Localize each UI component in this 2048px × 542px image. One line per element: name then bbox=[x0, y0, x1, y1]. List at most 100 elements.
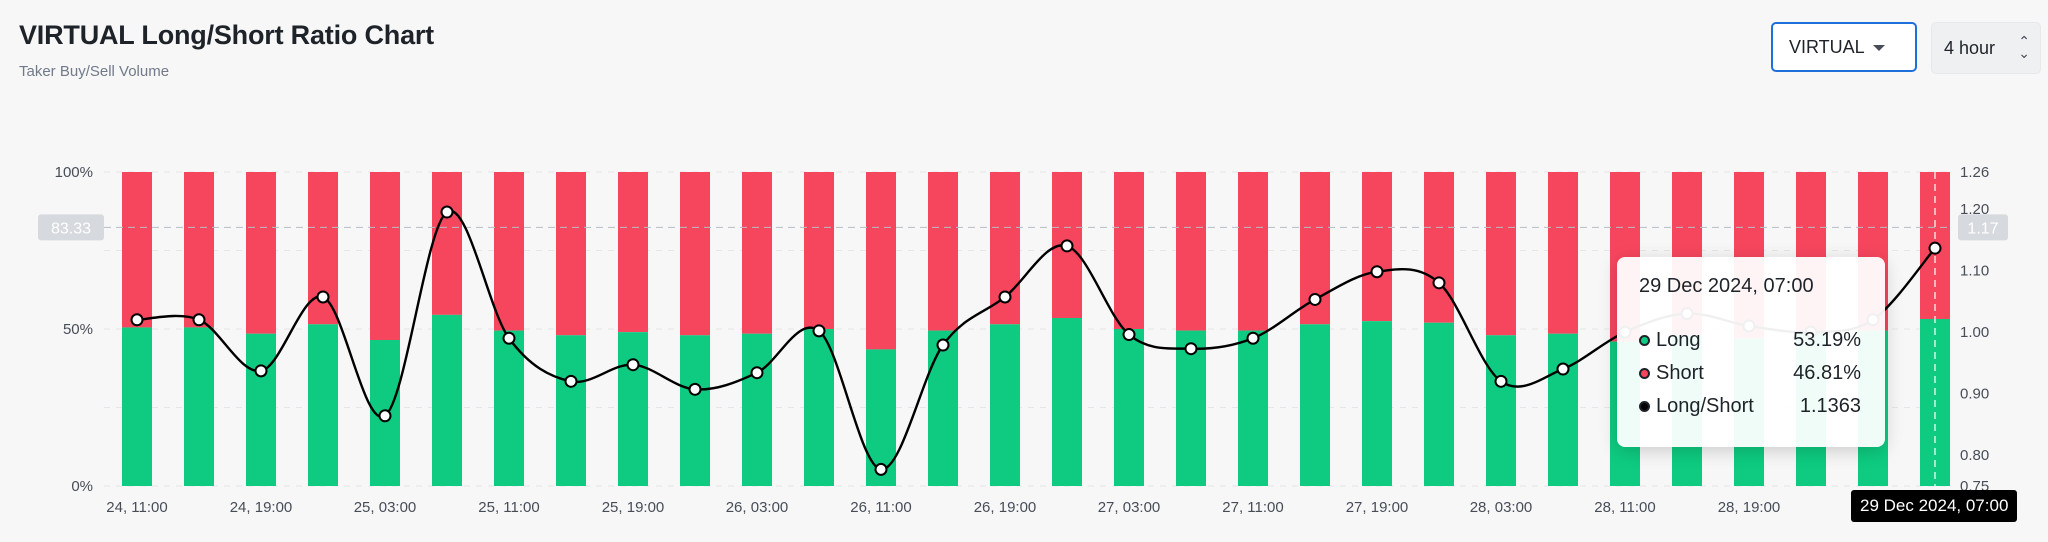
short-bar[interactable] bbox=[122, 172, 152, 328]
long-bar[interactable] bbox=[1300, 324, 1330, 486]
long-bar[interactable] bbox=[1238, 330, 1268, 486]
x-tick-label: 27, 11:00 bbox=[1222, 499, 1283, 516]
long-bar[interactable] bbox=[246, 333, 276, 486]
y-right-tick-label: 0.80 bbox=[1960, 447, 1989, 464]
ratio-point[interactable] bbox=[1494, 374, 1508, 388]
short-bar[interactable] bbox=[370, 172, 400, 340]
long-bar[interactable] bbox=[928, 330, 958, 486]
short-dot-icon bbox=[1639, 368, 1650, 379]
page-subtitle: Taker Buy/Sell Volume bbox=[19, 63, 170, 80]
crosshair-right-label-bg bbox=[1958, 214, 2008, 241]
long-bar[interactable] bbox=[804, 329, 834, 486]
short-bar[interactable] bbox=[618, 172, 648, 333]
long-bar[interactable] bbox=[1362, 321, 1392, 486]
short-bar[interactable] bbox=[1176, 172, 1206, 331]
crosshair-right-label: 1.17 bbox=[1967, 220, 1998, 237]
short-bar[interactable] bbox=[866, 172, 896, 350]
ratio-point[interactable] bbox=[440, 205, 454, 219]
y-right-tick-label: 1.26 bbox=[1960, 164, 1989, 181]
short-bar[interactable] bbox=[1548, 172, 1578, 334]
ratio-point[interactable] bbox=[688, 382, 702, 396]
ratio-point[interactable] bbox=[874, 462, 888, 476]
long-bar[interactable] bbox=[556, 335, 586, 486]
y-right-tick-label: 1.10 bbox=[1960, 263, 1989, 280]
interval-select[interactable]: 4 hour ⌃ ⌄ bbox=[1931, 22, 2041, 74]
ratio-point[interactable] bbox=[1246, 331, 1260, 345]
long-bar[interactable] bbox=[1114, 329, 1144, 486]
short-bar[interactable] bbox=[1114, 172, 1144, 329]
long-dot-icon bbox=[1639, 335, 1650, 346]
ratio-point[interactable] bbox=[812, 324, 826, 338]
long-bar[interactable] bbox=[308, 324, 338, 486]
short-bar[interactable] bbox=[680, 172, 710, 336]
ratio-point[interactable] bbox=[130, 313, 144, 327]
short-bar[interactable] bbox=[742, 172, 772, 334]
ratio-point[interactable] bbox=[378, 409, 392, 423]
ratio-point[interactable] bbox=[1308, 292, 1322, 306]
ratio-point[interactable] bbox=[1122, 328, 1136, 342]
short-bar[interactable] bbox=[928, 172, 958, 331]
ratio-point[interactable] bbox=[254, 364, 268, 378]
caret-down-icon bbox=[1873, 45, 1885, 51]
ratio-point[interactable] bbox=[502, 331, 516, 345]
y-right-tick-label: 0.90 bbox=[1960, 386, 1989, 403]
long-bar[interactable] bbox=[1052, 318, 1082, 486]
long-bar[interactable] bbox=[680, 335, 710, 486]
y-right-tick-label: 1.20 bbox=[1960, 201, 1989, 218]
x-tick-label: 25, 11:00 bbox=[478, 499, 539, 516]
long-bar[interactable] bbox=[1548, 333, 1578, 486]
short-bar[interactable] bbox=[804, 172, 834, 329]
short-bar[interactable] bbox=[1238, 172, 1268, 331]
ratio-point[interactable] bbox=[1432, 276, 1446, 290]
short-bar[interactable] bbox=[1362, 172, 1392, 322]
ratio-point[interactable] bbox=[564, 374, 578, 388]
y-left-tick-label: 50% bbox=[63, 321, 93, 338]
tooltip-row-short: Short 46.81% bbox=[1639, 357, 1861, 390]
short-bar[interactable] bbox=[556, 172, 586, 336]
long-bar[interactable] bbox=[990, 324, 1020, 486]
short-bar[interactable] bbox=[432, 172, 462, 315]
x-tick-label: 27, 03:00 bbox=[1098, 499, 1161, 516]
ratio-point[interactable] bbox=[1556, 362, 1570, 376]
short-bar[interactable] bbox=[246, 172, 276, 334]
x-tick-label: 26, 19:00 bbox=[974, 499, 1037, 516]
tooltip-short-value: 46.81% bbox=[1793, 362, 1861, 384]
symbol-select[interactable]: VIRTUAL bbox=[1771, 22, 1917, 72]
ratio-point[interactable] bbox=[192, 313, 206, 327]
x-tick-label: 24, 11:00 bbox=[106, 499, 167, 516]
ratio-point[interactable] bbox=[1928, 241, 1942, 255]
ratio-point[interactable] bbox=[1060, 239, 1074, 253]
ratio-point[interactable] bbox=[626, 358, 640, 372]
tooltip-long-value: 53.19% bbox=[1793, 329, 1861, 351]
long-bar[interactable] bbox=[742, 333, 772, 486]
ratio-point[interactable] bbox=[1184, 342, 1198, 356]
y-right-tick-label: 1.00 bbox=[1960, 324, 1989, 341]
tooltip-row-ratio: Long/Short 1.1363 bbox=[1639, 390, 1861, 423]
long-bar[interactable] bbox=[1424, 322, 1454, 486]
short-bar[interactable] bbox=[494, 172, 524, 331]
long-bar[interactable] bbox=[1486, 335, 1516, 486]
y-left-tick-label: 100% bbox=[55, 164, 93, 181]
ratio-point[interactable] bbox=[936, 338, 950, 352]
long-bar[interactable] bbox=[618, 332, 648, 486]
long-bar[interactable] bbox=[494, 330, 524, 486]
long-bar[interactable] bbox=[432, 314, 462, 486]
y-left-tick-label: 0% bbox=[71, 478, 93, 495]
ratio-point[interactable] bbox=[750, 366, 764, 380]
interval-select-value: 4 hour bbox=[1944, 37, 1996, 58]
long-bar[interactable] bbox=[122, 327, 152, 486]
x-tick-label: 28, 19:00 bbox=[1718, 499, 1781, 516]
ratio-point[interactable] bbox=[998, 290, 1012, 304]
long-bar[interactable] bbox=[184, 327, 214, 486]
ratio-point[interactable] bbox=[316, 290, 330, 304]
page-title: VIRTUAL Long/Short Ratio Chart bbox=[19, 20, 434, 50]
short-bar[interactable] bbox=[1486, 172, 1516, 336]
short-bar[interactable] bbox=[1424, 172, 1454, 323]
short-bar[interactable] bbox=[184, 172, 214, 328]
ratio-dot-icon bbox=[1639, 401, 1650, 412]
ratio-point[interactable] bbox=[1370, 265, 1384, 279]
x-tick-label: 27, 19:00 bbox=[1346, 499, 1409, 516]
long-bar[interactable] bbox=[1176, 330, 1206, 486]
chart-tooltip: 29 Dec 2024, 07:00 Long 53.19% Short 46.… bbox=[1617, 257, 1885, 447]
